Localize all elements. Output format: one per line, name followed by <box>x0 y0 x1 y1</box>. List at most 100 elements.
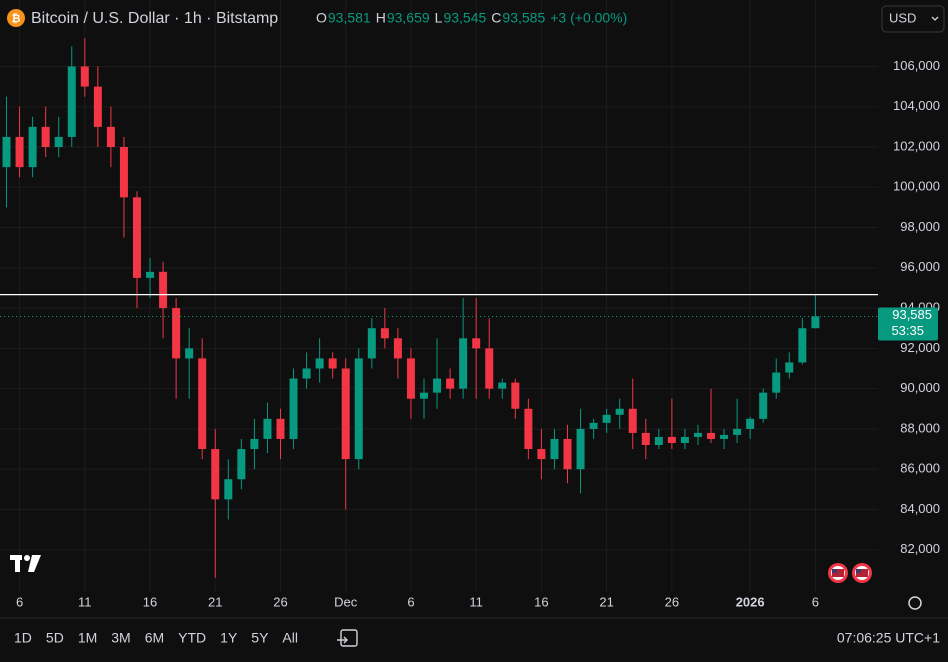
candle-body <box>693 432 702 437</box>
countdown: 53:35 <box>891 323 924 338</box>
dropdown-arrow <box>931 16 939 21</box>
candle-body <box>67 66 76 137</box>
candle-body <box>524 408 533 450</box>
candle-body <box>759 392 768 419</box>
ohlc-key: L <box>435 10 443 26</box>
ohlc-value: 93,585 <box>502 10 545 26</box>
candle-body <box>576 428 585 470</box>
ohlc-key: O <box>316 10 327 26</box>
candle-body <box>785 362 794 373</box>
ohlc-key: C <box>491 10 501 26</box>
x-tick-label: 16 <box>534 594 548 609</box>
candle-body <box>276 418 285 439</box>
footer: 1D 5D 1M 3M 6M YTD 1Y 5Y All <box>14 630 298 646</box>
x-tick-label: Dec <box>334 594 358 609</box>
candle-body <box>54 136 63 147</box>
range-button[interactable]: All <box>282 630 298 646</box>
range-button[interactable]: 1D <box>14 630 32 646</box>
y-tick-label: 104,000 <box>893 98 940 113</box>
event-flags[interactable] <box>828 563 872 583</box>
range-button[interactable]: 5Y <box>251 630 269 646</box>
candle-body <box>667 436 676 443</box>
candle-body <box>511 382 520 409</box>
currency-select[interactable] <box>881 5 945 33</box>
candle-body <box>433 378 442 393</box>
ohlc-value: 93,659 <box>387 10 430 26</box>
range-button[interactable]: 1M <box>78 630 97 646</box>
candle-body <box>811 316 820 329</box>
candle-body <box>2 136 11 168</box>
candle-body <box>498 382 507 389</box>
candle-body <box>602 414 611 423</box>
candle-body <box>289 378 298 439</box>
candle-body <box>485 348 494 389</box>
clock: 07:06:25 UTC+1 <box>837 630 940 646</box>
y-tick-label: 84,000 <box>900 501 940 516</box>
candle-body <box>354 358 363 460</box>
candle-body <box>406 358 415 399</box>
candle-body <box>419 392 428 399</box>
candle-body <box>211 449 220 500</box>
y-tick-label: 106,000 <box>893 58 940 73</box>
x-tick-label: 26 <box>273 594 287 609</box>
candle-body <box>119 146 128 198</box>
candle-body <box>250 438 259 450</box>
y-tick-label: 92,000 <box>900 340 940 355</box>
candle-body <box>746 418 755 429</box>
candle-body <box>172 308 181 359</box>
x-tick-label: 6 <box>16 594 23 609</box>
candle-body <box>263 418 272 439</box>
candle-body <box>654 436 663 446</box>
candle-body <box>302 368 311 379</box>
x-tick-label: 21 <box>208 594 222 609</box>
candle-body <box>563 438 572 470</box>
range-button[interactable]: YTD <box>178 630 206 646</box>
x-tick-label: 26 <box>665 594 679 609</box>
x-tick-label: 21 <box>599 594 613 609</box>
y-tick-label: 82,000 <box>900 541 940 556</box>
candle-body <box>367 328 376 359</box>
range-button[interactable]: 6M <box>145 630 164 646</box>
candle-body <box>537 449 546 460</box>
x-tick-label: 6 <box>407 594 414 609</box>
plot: 82,00084,00086,00088,00090,00092,00094,0… <box>0 0 940 609</box>
candle-body <box>380 328 389 339</box>
range-button[interactable]: 5D <box>46 630 64 646</box>
candle-body <box>132 197 141 278</box>
candle-body <box>41 126 50 147</box>
candle-body <box>185 348 194 359</box>
candle-body <box>720 434 729 439</box>
candle-body <box>106 126 115 147</box>
currency-label: USD <box>889 10 916 25</box>
candle-body <box>93 86 102 127</box>
x-tick-label: 2026 <box>736 594 765 609</box>
y-tick-label: 98,000 <box>900 219 940 234</box>
ohlc-key: H <box>376 10 386 26</box>
settings-icon[interactable] <box>908 596 922 610</box>
range-button[interactable]: 3M <box>111 630 130 646</box>
compare-icon[interactable] <box>337 629 358 647</box>
last-price-label: 93,585 <box>892 307 932 322</box>
y-tick-label: 86,000 <box>900 461 940 476</box>
candle-body <box>589 422 598 429</box>
btc-icon-glyph: ₿ <box>12 13 21 25</box>
candle-body <box>707 432 716 439</box>
range-button[interactable]: 1Y <box>220 630 238 646</box>
candle-body <box>224 479 233 500</box>
x-tick-label: 11 <box>469 594 483 609</box>
ohlc-value: 93,581 <box>328 10 371 26</box>
ohlc-value: 93,545 <box>443 10 486 26</box>
candle-body <box>628 408 637 433</box>
y-tick-label: 88,000 <box>900 420 940 435</box>
candle-body <box>798 328 807 363</box>
candle-body <box>159 271 168 309</box>
candle-body <box>237 449 246 480</box>
candle-body <box>446 378 455 389</box>
candle-body <box>615 408 624 415</box>
last-price-box <box>878 307 938 341</box>
x-tick-label: 11 <box>78 594 92 609</box>
candle-body <box>146 271 155 278</box>
